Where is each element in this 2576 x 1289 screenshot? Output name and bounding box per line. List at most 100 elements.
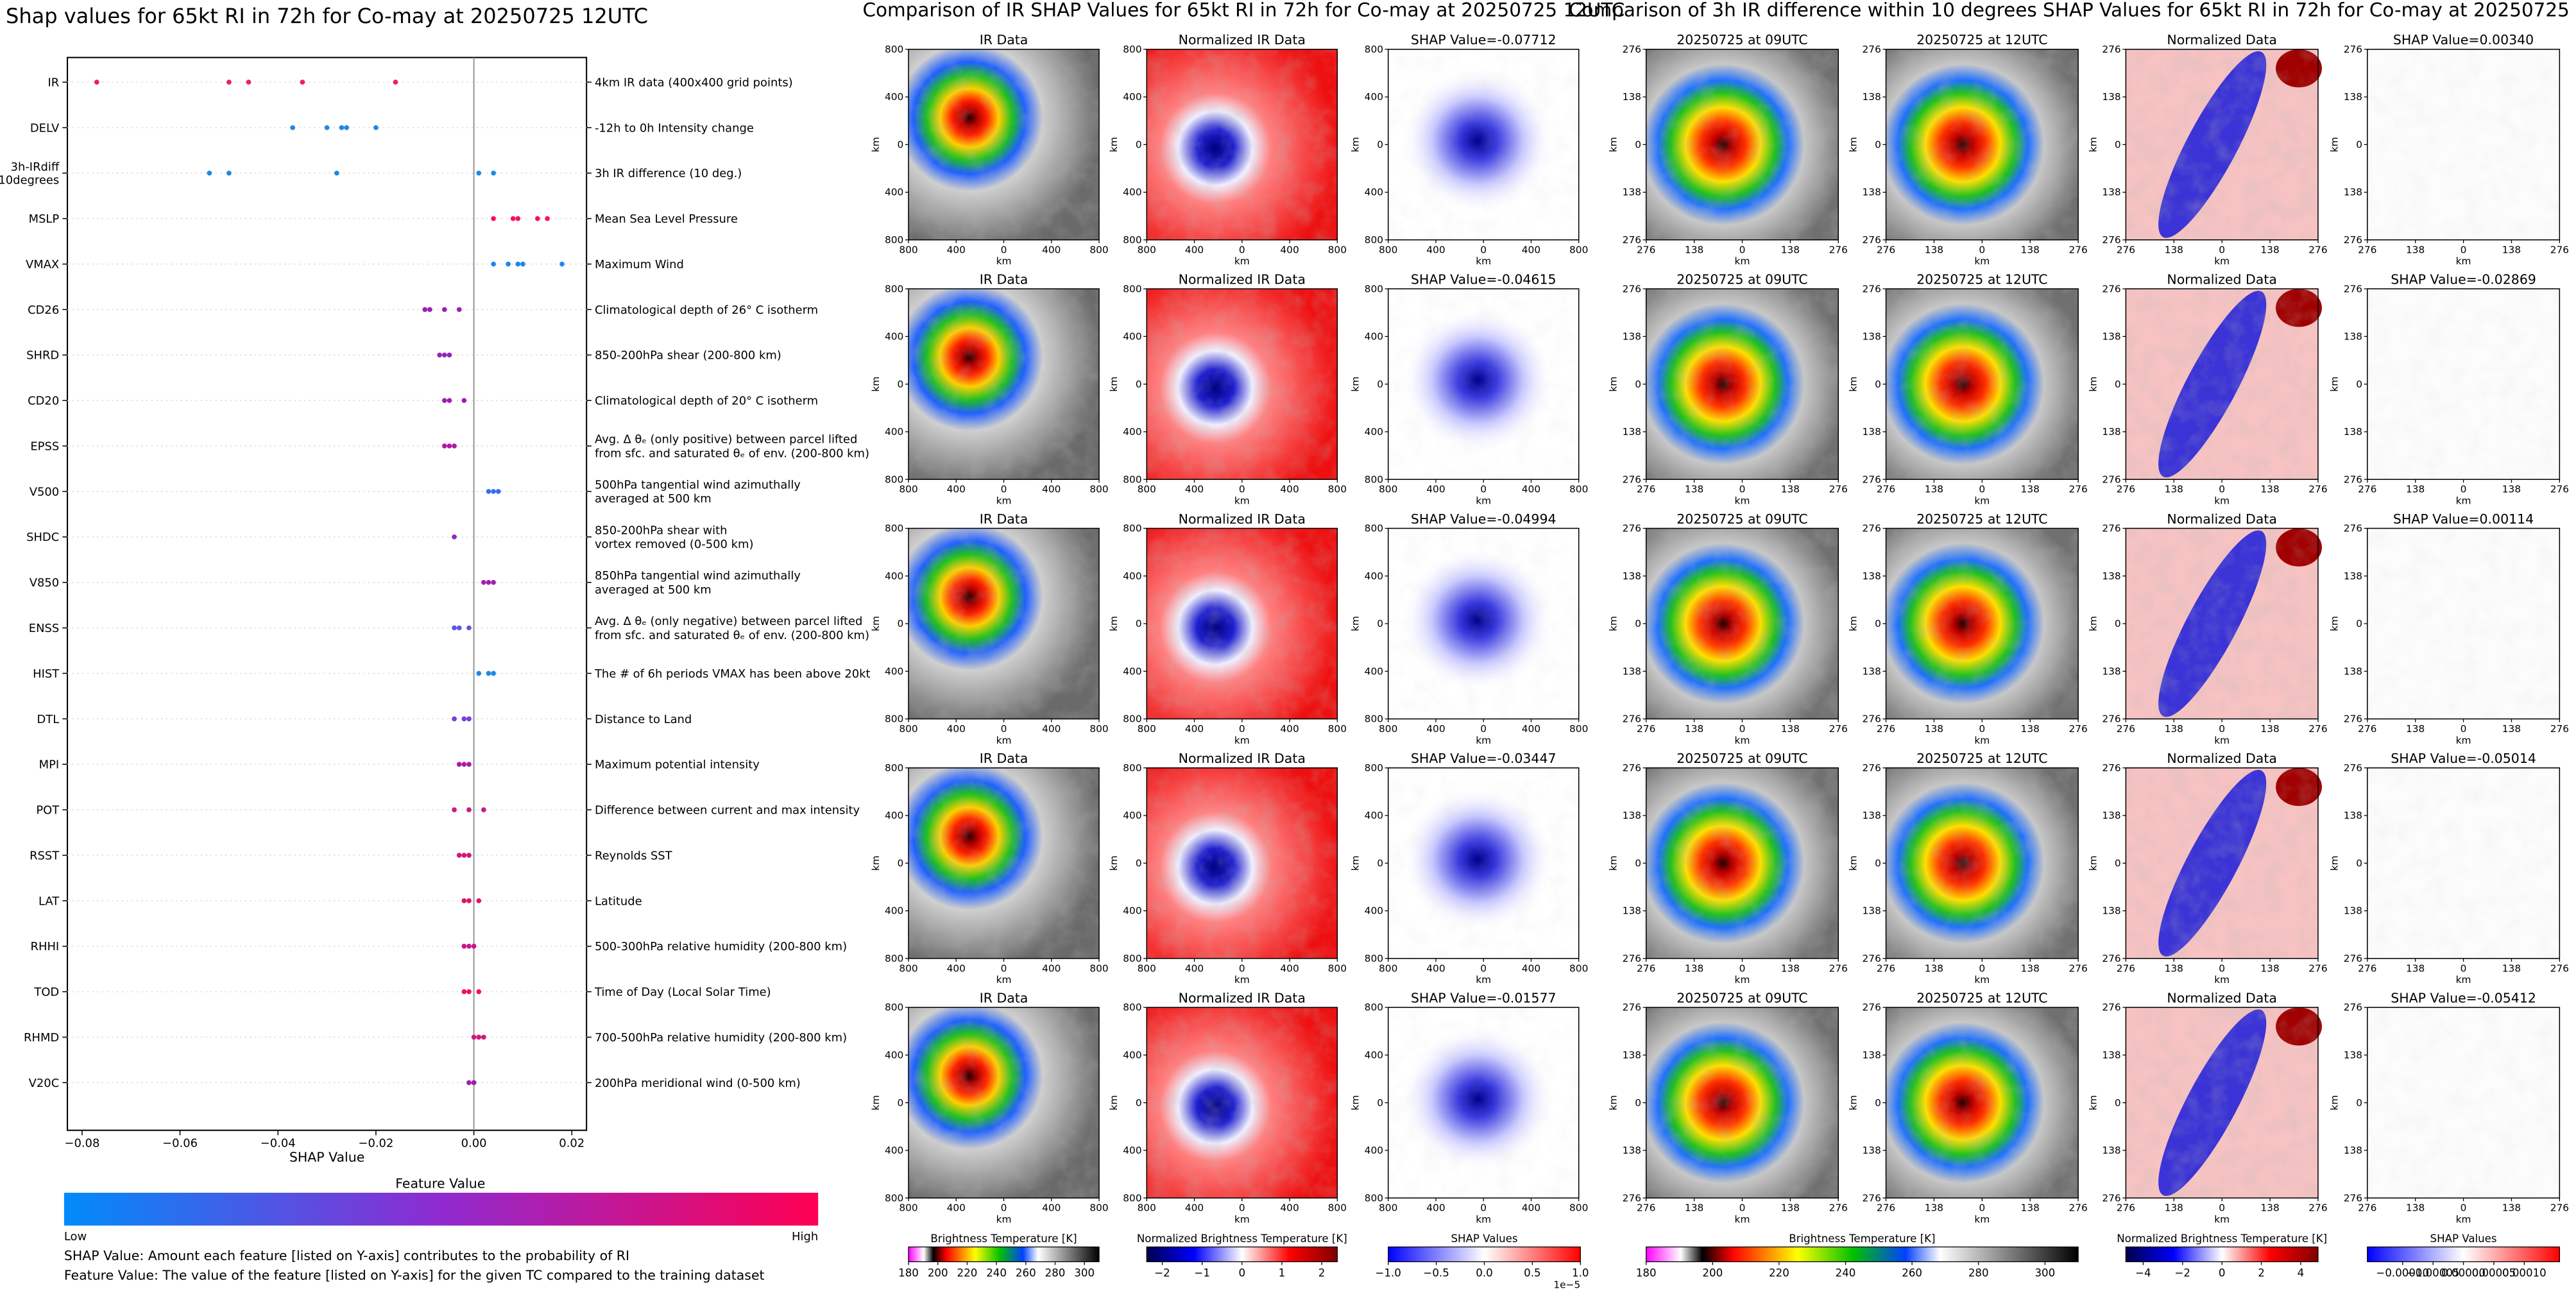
x-axis-label: km [1974,1214,1990,1225]
shap-point [456,625,462,631]
y-tick-label: 276 [1623,234,1641,246]
colorbar-tick-label: 200 [928,1267,948,1279]
y-tick-label: 276 [1863,234,1881,246]
x-tick-label: 400 [1426,484,1445,495]
image-texture [1646,1007,1839,1199]
image-panel: Normalized IR Data8008004004000040040080… [1108,751,1347,986]
y-tick-label: 138 [1863,426,1881,438]
x-tick-label: 0 [1239,962,1245,974]
x-tick-label: 400 [1185,1202,1204,1214]
x-tick-label: 276 [2550,1202,2569,1214]
y-axis-label: km [1608,377,1619,392]
x-axis-label: km [1234,735,1250,746]
x-axis-label: km [996,495,1012,507]
colorbar-tick-label: 180 [1636,1267,1657,1279]
shap-point [495,489,501,494]
image-texture [1646,767,1839,959]
y-tick-label: 0 [1136,618,1142,629]
y-axis-label: km [1608,855,1619,871]
x-axis-label: km [996,255,1012,267]
y-tick-label: 800 [1365,762,1383,774]
image-panel: Normalized Data2762761381380013813827627… [2087,32,2327,267]
x-tick-label: 0 [1979,484,1985,495]
y-tick-label: RHMD [24,1031,59,1045]
colorbar-tick-label: 0 [2219,1267,2226,1279]
x-tick-label: 138 [1685,723,1703,735]
y-tick-label: 276 [1623,44,1641,55]
panel-title: Normalized IR Data [1179,751,1306,766]
shap-point [481,579,486,585]
colorbar [2367,1246,2560,1263]
y-tick-label: 276 [1863,953,1881,964]
y-tick-label: 276 [1623,283,1641,295]
y-axis-label: km [1108,137,1120,152]
feature-description: 3h IR difference (10 deg.) [595,167,742,180]
x-tick-label: 0 [1979,962,1985,974]
y-tick-label: 400 [1365,665,1383,677]
x-tick-label: 0 [2461,962,2467,974]
y-tick-label: 276 [1863,762,1881,774]
x-tick-label: 138 [2502,962,2521,974]
colorbar-tick-label: 2 [2258,1267,2265,1279]
y-axis-label: km [870,855,882,871]
y-tick-label: 0 [1875,618,1881,629]
y-tick-label: 800 [1365,474,1383,485]
x-tick-label: 800 [1089,962,1108,974]
colorbar-tick-label: 0 [1239,1267,1246,1279]
image-texture [1646,289,1839,480]
y-axis-label: km [1847,377,1859,392]
x-tick-label: 276 [2308,244,2327,255]
y-tick-label: 0 [2115,1097,2121,1109]
x-tick-label: 138 [1781,484,1800,495]
panel-title: Normalized IR Data [1179,271,1306,287]
y-axis-label: km [1108,1095,1120,1111]
x-tick-label: 0 [1739,484,1746,495]
x-tick-label: 0 [1979,723,1985,735]
feature-description: from sfc. and saturated θₑ of env. (200-… [595,629,869,642]
image-panel: SHAP Value=-0.05412276276138138001381382… [2329,990,2569,1225]
y-tick-label: 400 [1123,570,1141,582]
y-tick-label: 138 [2102,187,2120,198]
y-tick-label: 400 [885,91,903,103]
shap-point [471,1080,477,1086]
x-tick-label: 0 [1979,1202,1985,1214]
y-axis-label: km [870,616,882,631]
y-tick-label: V20C [29,1077,60,1090]
x-tick-label: 800 [1089,244,1108,255]
x-tick-label: 800 [1138,723,1156,735]
image-panel: 20250725 at 12UTC27627613813800138138276… [1847,271,2087,506]
feature-description: Maximum Wind [595,258,684,271]
image-texture [2126,1007,2318,1199]
image-panel: Normalized Data2762761381380013813827627… [2087,271,2327,506]
feature-description: -12h to 0h Intensity change [595,121,754,135]
image-texture [1388,289,1579,480]
shap-point [559,261,565,267]
y-tick-label: 276 [2344,713,2362,725]
colorbar-tick-label: 0.00005 [2472,1267,2516,1279]
y-tick-label: 0 [1875,379,1881,390]
y-tick-label: 800 [1123,713,1141,725]
panel-title: SHAP Value=-0.05014 [2391,751,2536,766]
note: SHAP Value: Amount each feature [listed … [64,1248,629,1263]
x-axis-label: km [996,735,1012,746]
feature-description: 500hPa tangential wind azimuthally [595,478,801,491]
image-panel: SHAP Value=0.001142762761381380013813827… [2329,511,2569,746]
x-tick-label: 138 [1925,723,1943,735]
shap-point [461,716,467,722]
shap-point [461,989,467,994]
shap-point [344,125,349,130]
y-tick-label: 800 [885,1002,903,1013]
shap-point [461,943,467,949]
y-tick-label: 400 [1365,91,1383,103]
y-tick-label: IR [47,76,59,89]
y-tick-label: 400 [1365,426,1383,438]
x-axis-label: km [2456,255,2471,267]
shap-point [476,670,482,676]
y-tick-label: 276 [1623,523,1641,534]
shap-point [486,489,491,494]
y-tick-label: 400 [1365,331,1383,343]
image-texture [2126,49,2318,240]
image-texture [1147,49,1338,240]
image-panel: 20250725 at 09UTC27627613813800138138276… [1608,511,1848,746]
y-tick-label: 800 [1365,953,1383,964]
